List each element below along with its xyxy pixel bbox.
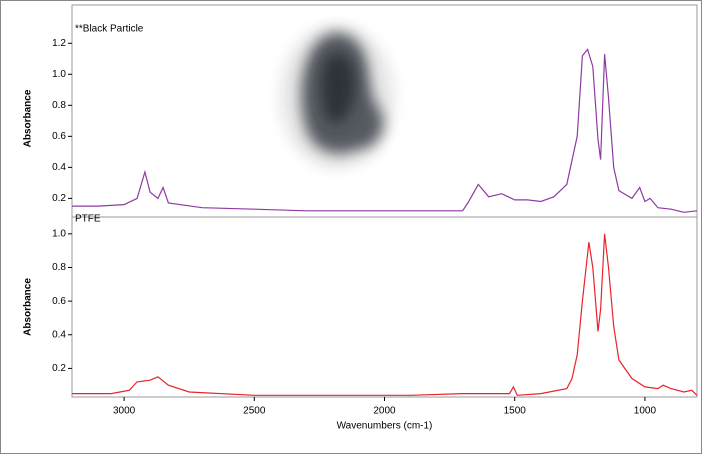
y-tick-label: 0.2	[52, 193, 66, 204]
y-tick-label: 0.8	[52, 262, 66, 273]
y-tick-label: 0.6	[52, 296, 66, 307]
y-axis-label: Absorbance	[23, 278, 34, 336]
panel-label: **Black Particle	[75, 24, 144, 35]
y-tick-label: 0.2	[52, 363, 66, 374]
y-tick-label: 1.0	[52, 228, 66, 239]
x-tick-label: 3000	[113, 406, 136, 417]
particle-image	[279, 25, 395, 169]
x-tick-label: 1000	[634, 406, 657, 417]
x-tick-label: 2000	[373, 406, 396, 417]
x-axis-label: Wavenumbers (cm-1)	[337, 421, 433, 432]
x-tick-label: 2500	[243, 406, 266, 417]
y-tick-label: 0.4	[52, 162, 66, 173]
y-axis-label: Absorbance	[23, 89, 34, 147]
y-tick-label: 0.6	[52, 131, 66, 142]
y-tick-label: 0.8	[52, 100, 66, 111]
y-tick-label: 1.2	[52, 38, 66, 49]
chart: 0.2 0.4 0.6 0.8 1.0 1.2 Absorbance **Black Part…	[0, 0, 702, 454]
panel-label: PTFE	[75, 214, 101, 225]
x-tick-label: 1500	[504, 406, 527, 417]
y-tick-label: 0.4	[52, 329, 66, 340]
y-tick-label: 1.0	[52, 69, 66, 80]
